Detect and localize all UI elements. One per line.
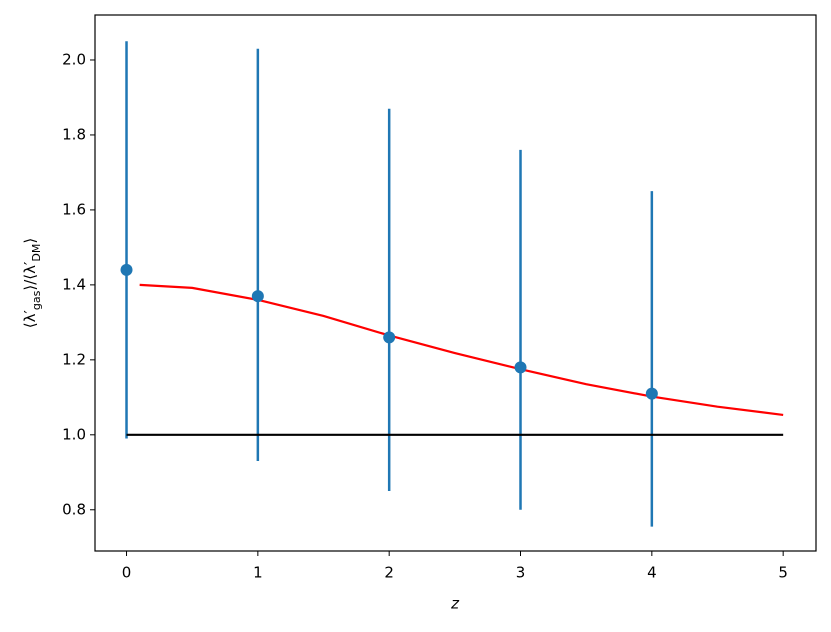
data-point [251, 290, 264, 303]
x-tick-label: 5 [778, 564, 788, 582]
data-point [514, 361, 527, 374]
x-tick-label: 1 [253, 564, 263, 582]
y-tick-label: 1.2 [62, 350, 86, 368]
x-tick-label: 3 [516, 564, 526, 582]
y-label-part: ⟨λ′ [21, 310, 39, 329]
y-label-part: ⟩ [21, 238, 39, 244]
x-tick-label: 2 [384, 564, 394, 582]
y-tick-label: 1.6 [62, 200, 86, 218]
axes-frame [94, 14, 817, 552]
x-axis-label: z [450, 595, 460, 613]
x-tick-label: 0 [122, 564, 132, 582]
x-tick-label: 4 [647, 564, 657, 582]
y-tick-label: 1.0 [62, 425, 86, 443]
y-label-part: ⟩/⟨λ′ [21, 261, 39, 291]
y-label-sub: DM [30, 244, 43, 262]
data-point [383, 331, 396, 344]
data-point [120, 263, 133, 276]
fit-curve [139, 283, 784, 417]
y-tick-label: 2.0 [62, 50, 86, 68]
y-label-sub: gas [30, 290, 43, 310]
y-tick-label: 1.4 [62, 275, 86, 293]
y-tick-label: 0.8 [62, 500, 86, 518]
y-tick-label: 1.8 [62, 125, 86, 143]
data-point [645, 387, 658, 400]
y-axis-label: ⟨λ′gas⟩/⟨λ′DM⟩ [21, 238, 43, 328]
